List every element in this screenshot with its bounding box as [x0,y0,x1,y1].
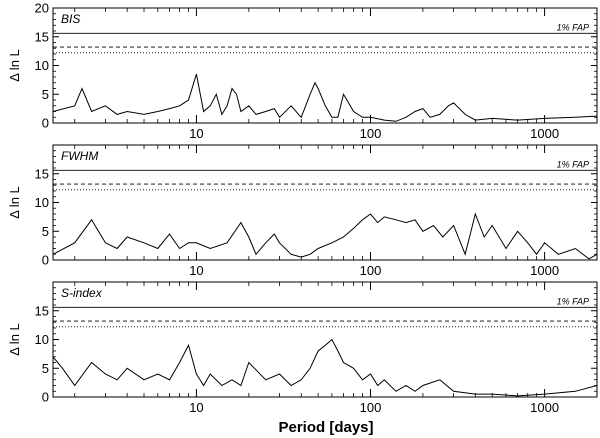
plot-frame [52,144,598,261]
y-tick-label: 0 [42,390,49,405]
series-line [53,338,597,397]
panel-label: S-index [61,286,103,300]
x-tick-label: 10 [189,263,203,278]
y-axis-label: Δ ln L [7,49,22,82]
plot-frame [52,281,598,398]
y-axis-label: Δ ln L [7,186,22,219]
y-tick-label: 5 [42,87,49,102]
x-tick-label: 100 [360,126,382,141]
panel-label: BIS [61,12,80,26]
fap-label: 1% FAP [557,22,589,32]
y-tick-label: 5 [42,361,49,376]
x-tick-label: 1000 [530,263,559,278]
y-tick-label: 10 [35,58,49,73]
panel-2: 1% FAP FWHM 0 5 10 15 10 100 1000 Δ ln L [7,144,598,278]
fap-label: 1% FAP [557,159,589,169]
y-tick-label: 15 [35,166,49,181]
panel-3: 1% FAP S-index 0 5 10 15 10 100 1000 Δ ln L [7,281,598,415]
x-tick-label: 10 [189,126,203,141]
series-line [53,212,597,260]
y-axis-label: Δ ln L [7,323,22,356]
panel-1: 1% FAP BIS 0 5 10 15 20 10 100 1000 Δ ln L [7,1,598,141]
y-tick-label: 20 [35,1,49,16]
y-tick-label: 15 [35,29,49,44]
y-tick-label: 0 [42,253,49,268]
y-tick-label: 10 [35,332,49,347]
fap-label: 1% FAP [557,296,589,306]
x-tick-label: 10 [189,400,203,415]
x-tick-label: 100 [360,263,382,278]
y-tick-label: 10 [35,195,49,210]
y-tick-label: 5 [42,224,49,239]
x-tick-label: 100 [360,400,382,415]
panel-label: FWHM [61,149,98,163]
x-tick-label: 1000 [530,126,559,141]
y-tick-label: 15 [35,303,49,318]
x-tick-label: 1000 [530,400,559,415]
y-tick-label: 0 [42,116,49,131]
series-line [53,73,597,122]
x-axis-label: Period [days] [278,419,373,436]
